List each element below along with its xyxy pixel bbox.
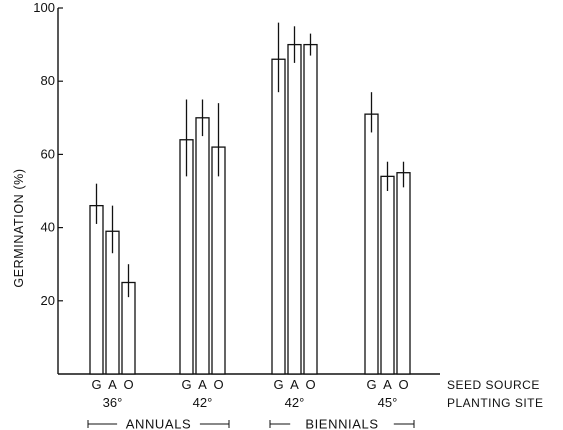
y-tick-label-20: 20 [41,293,55,308]
seed-source-label: G [181,377,191,392]
bar-3-G [364,113,379,375]
seed-source-label: G [91,377,101,392]
planting-site-row-label: PLANTING SITE [447,396,544,410]
bar-3-A [380,175,395,375]
seed-source-label: O [398,377,408,392]
seed-source-label: A [383,377,392,392]
bar-1-O [211,146,226,375]
category-label-biennials: BIENNIALS [305,417,378,430]
category-label-annuals: ANNUALS [126,417,192,430]
seed-source-label: G [366,377,376,392]
seed-source-label: A [198,377,207,392]
bar-2-O [303,43,318,375]
seed-source-label: G [273,377,283,392]
planting-site-label: 42° [285,395,305,410]
planting-site-label: 36° [103,395,123,410]
bars [89,43,411,375]
bar-1-A [195,117,210,375]
category-brackets: ANNUALS BIENNIALS [87,417,415,430]
seed-source-label: O [305,377,315,392]
seed-source-label: O [123,377,133,392]
y-tick-label-40: 40 [41,220,55,235]
y-tick-label-60: 60 [41,146,55,161]
bar-2-G [271,58,286,375]
bar-3-O [396,172,411,375]
y-ticks: 20 40 60 80 100 [33,0,63,308]
bar-0-G [89,204,104,375]
planting-site-label: 42° [193,395,213,410]
y-axis-label: GERMINATION (%) [12,168,26,287]
y-tick-label-100: 100 [33,0,55,15]
error-bars [95,22,405,298]
x-labels: G A O36°G A O42°G A O42°G A O45°SEED SOURCEPLANT… [91,377,543,410]
seed-source-row-label: SEED SOURCE [447,378,540,392]
planting-site-label: 45° [378,395,398,410]
seed-source-label: A [290,377,299,392]
seed-source-label: O [213,377,223,392]
seed-source-label: A [108,377,117,392]
y-tick-label-80: 80 [41,73,55,88]
bar-2-A [287,43,302,375]
